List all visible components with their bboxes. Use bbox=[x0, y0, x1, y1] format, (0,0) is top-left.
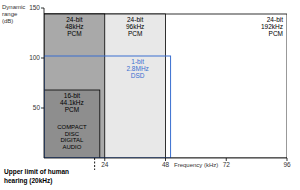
y-tick-label: 100 bbox=[29, 54, 40, 61]
y-tick-label: 50 bbox=[33, 104, 41, 111]
labels: 24-bit192kHzPCM24-bit96kHzPCM24-bit48kHz… bbox=[57, 16, 283, 150]
text-line: 24-bit bbox=[66, 16, 82, 23]
text-line: range bbox=[2, 11, 18, 17]
x-tick-label: 24 bbox=[101, 161, 109, 168]
text-line: 44.1kHz bbox=[60, 99, 84, 106]
y-tick bbox=[41, 58, 44, 59]
annotation-text: Upper limit of humanhearing (20kHz) bbox=[4, 168, 69, 185]
y-axis-label: Dynamicrange(dB) bbox=[2, 4, 25, 24]
x-tick-label: 48 bbox=[162, 161, 170, 168]
text-line: COMPACT bbox=[57, 124, 87, 130]
y-axis bbox=[44, 8, 45, 158]
text-line: 1-bit bbox=[131, 58, 144, 65]
text-line: DISC bbox=[65, 131, 80, 137]
text-line: 24-bit bbox=[267, 16, 283, 23]
text-line: 192kHz bbox=[261, 23, 283, 30]
x-axis-label: Frequency (kHz) bbox=[174, 162, 218, 168]
text-line: 48kHz bbox=[65, 23, 83, 30]
x-tick-label: 72 bbox=[223, 161, 231, 168]
text-line: Upper limit of human bbox=[4, 168, 69, 176]
y-tick bbox=[41, 108, 44, 109]
y-tick bbox=[41, 8, 44, 9]
text-line: PCM bbox=[269, 30, 283, 37]
annotation-line bbox=[94, 158, 95, 170]
text-line: PCM bbox=[128, 30, 142, 37]
format-label: 24-bit96kHzPCM bbox=[126, 16, 144, 37]
text-line: AUDIO bbox=[62, 144, 81, 150]
format-label: 24-bit48kHzPCM bbox=[65, 16, 83, 37]
text-line: hearing (20kHz) bbox=[4, 177, 52, 185]
text-line: (dB) bbox=[2, 18, 13, 24]
format-label: 1-bit2.8MHzDSD bbox=[126, 58, 148, 79]
text-line: 2.8MHz bbox=[126, 65, 148, 72]
chart: 24-bit192kHzPCM24-bit96kHzPCM24-bit48kHz… bbox=[0, 0, 300, 190]
format-label: 16-bit44.1kHzPCM bbox=[60, 92, 84, 113]
text-line: PCM bbox=[67, 30, 81, 37]
format-label: 24-bit192kHzPCM bbox=[261, 16, 283, 37]
text-line: Dynamic bbox=[2, 4, 25, 10]
text-line: 16-bit bbox=[64, 92, 80, 99]
format-rect bbox=[44, 14, 105, 158]
text-line: 24-bit bbox=[127, 16, 143, 23]
x-tick-label: 96 bbox=[283, 161, 291, 168]
format-rect bbox=[44, 14, 287, 158]
format-rect bbox=[44, 90, 100, 158]
y-tick-label: 150 bbox=[29, 4, 40, 11]
text-line: 96kHz bbox=[126, 23, 144, 30]
format-note: COMPACTDISCDIGITALAUDIO bbox=[57, 124, 87, 150]
text-line: DSD bbox=[131, 72, 145, 79]
format-rect bbox=[44, 56, 171, 158]
marks bbox=[44, 14, 287, 158]
text-line: PCM bbox=[65, 106, 79, 113]
text-line: DIGITAL bbox=[60, 137, 84, 143]
format-rect bbox=[44, 14, 166, 158]
